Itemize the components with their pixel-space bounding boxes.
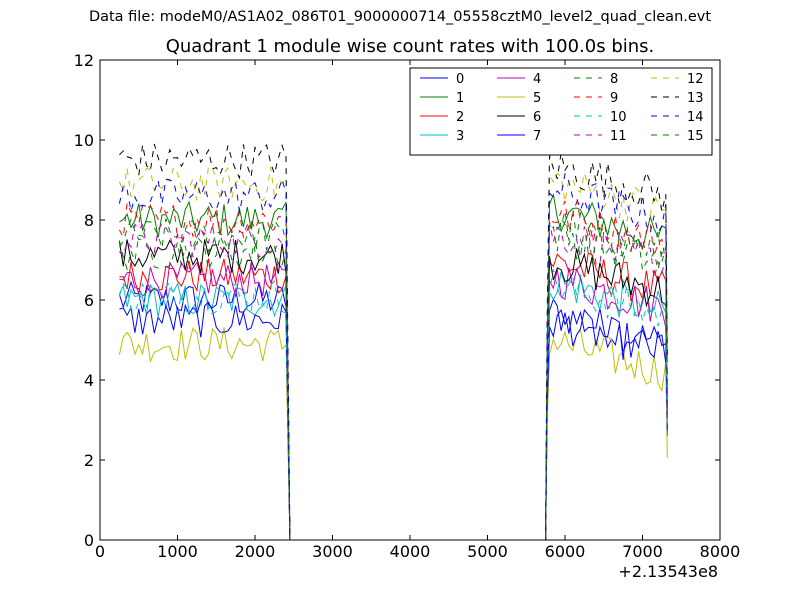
legend-label-13: 13 xyxy=(687,91,704,106)
legend-label-11: 11 xyxy=(610,129,627,144)
series-line-11 xyxy=(119,221,668,541)
x-tick-label: 3000 xyxy=(312,542,353,561)
series-line-3 xyxy=(118,271,668,541)
legend-label-6: 6 xyxy=(533,110,541,125)
x-tick-label: 8000 xyxy=(700,542,741,561)
figure-suptitle: Data file: modeM0/AS1A02_086T01_90000007… xyxy=(88,9,712,25)
series-line-15 xyxy=(118,217,668,541)
legend-label-7: 7 xyxy=(533,129,541,144)
x-tick-label: 5000 xyxy=(467,542,508,561)
legend-box xyxy=(409,67,713,156)
y-tick-label: 12 xyxy=(74,51,94,70)
series-line-1 xyxy=(119,192,668,541)
y-tick-label: 10 xyxy=(74,131,94,150)
legend-label-1: 1 xyxy=(456,91,464,106)
legend-label-8: 8 xyxy=(610,72,618,87)
legend-label-2: 2 xyxy=(456,110,464,125)
legend-label-10: 10 xyxy=(610,110,627,125)
x-tick-label: 4000 xyxy=(390,542,431,561)
legend-label-3: 3 xyxy=(456,129,464,144)
series-line-0 xyxy=(118,280,668,541)
series-line-2 xyxy=(119,252,668,541)
chart-title: Quadrant 1 module wise count rates with … xyxy=(165,36,655,57)
series-line-12 xyxy=(118,166,668,541)
series-line-8 xyxy=(119,209,668,541)
x-tick-label: 6000 xyxy=(545,542,586,561)
legend-label-4: 4 xyxy=(533,72,541,87)
series-line-7 xyxy=(119,301,668,541)
series-line-10 xyxy=(118,269,668,541)
x-tick-label: 7000 xyxy=(622,542,663,561)
series-lines xyxy=(118,143,668,541)
legend-label-0: 0 xyxy=(456,72,464,87)
legend-label-5: 5 xyxy=(533,91,541,106)
x-tick-label: 0 xyxy=(95,542,105,561)
x-tick-label: 1000 xyxy=(157,542,198,561)
series-line-5 xyxy=(118,327,668,541)
series-line-13 xyxy=(119,143,668,541)
series-line-6 xyxy=(118,239,668,541)
y-tick-label: 4 xyxy=(84,371,94,390)
y-tick-label: 2 xyxy=(84,451,94,470)
y-tick-label: 8 xyxy=(84,211,94,230)
legend-label-15: 15 xyxy=(687,129,704,144)
legend-label-12: 12 xyxy=(687,72,704,87)
series-line-9 xyxy=(118,200,668,541)
legend-label-14: 14 xyxy=(687,110,704,125)
series-line-14 xyxy=(118,172,668,541)
x-axis-offset-label: +2.13543e8 xyxy=(618,562,718,581)
x-tick-label: 2000 xyxy=(235,542,276,561)
y-tick-label: 0 xyxy=(84,531,94,550)
legend-label-9: 9 xyxy=(610,91,618,106)
y-tick-label: 6 xyxy=(84,291,94,310)
axis-ticks: 0 1000 2000 3000 4000 5000 6000 7000 80000246810… xyxy=(74,51,741,561)
